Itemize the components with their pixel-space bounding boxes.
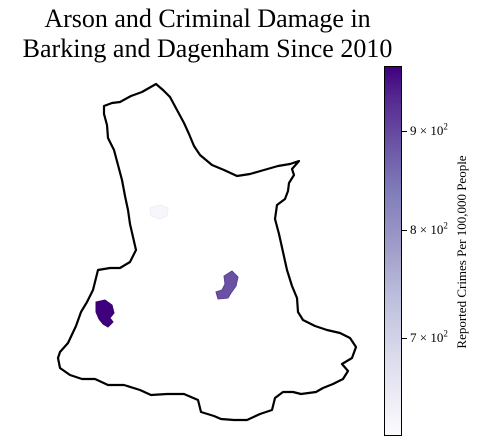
colorbar-tick <box>402 131 407 132</box>
tick-label-exponent: 2 <box>443 220 448 231</box>
tick-label-exponent: 2 <box>443 328 448 339</box>
tick-label-base: 9 × 10 <box>410 123 444 138</box>
colorbar-tick-label: 7 × 102 <box>410 328 448 345</box>
colorbar-label: Reported Crimes Per 100,000 People <box>454 155 469 349</box>
west-area <box>95 299 115 328</box>
map-title: Arson and Criminal Damage in Barking and… <box>0 4 415 64</box>
colorbar-tick <box>402 230 407 231</box>
title-line-1: Arson and Criminal Damage in <box>44 4 371 33</box>
east-area <box>215 270 239 300</box>
colorbar-tick <box>402 338 407 339</box>
colorbar-tick-label: 8 × 102 <box>410 220 448 237</box>
tick-label-base: 8 × 10 <box>410 222 444 237</box>
title-line-2: Barking and Dagenham Since 2010 <box>22 34 393 63</box>
borough-outline <box>56 82 358 422</box>
colorbar-tick-label: 9 × 102 <box>410 121 448 138</box>
colorbar <box>384 66 402 436</box>
tick-label-base: 7 × 10 <box>410 330 444 345</box>
tick-label-exponent: 2 <box>443 121 448 132</box>
north-area <box>149 204 169 220</box>
